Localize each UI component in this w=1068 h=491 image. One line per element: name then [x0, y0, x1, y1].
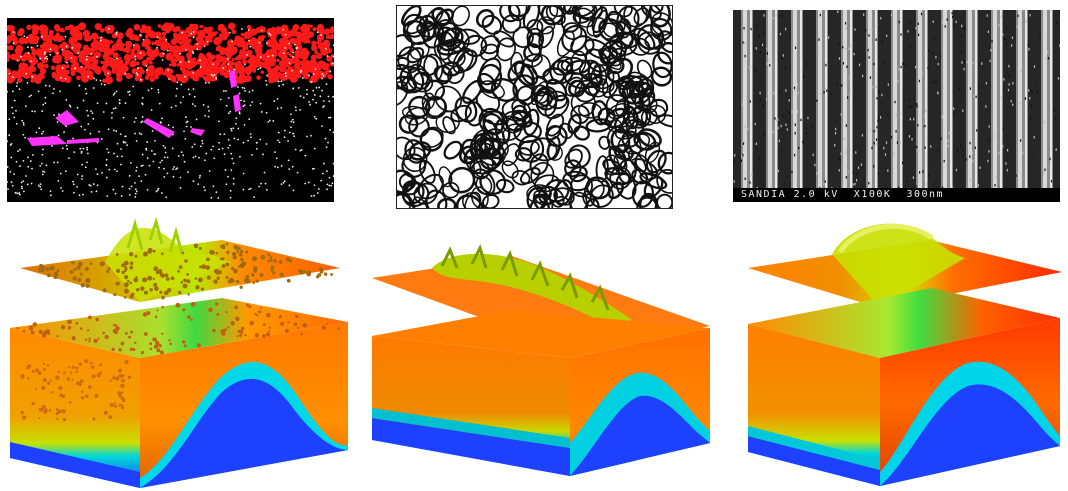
grain-network-icon	[397, 6, 672, 208]
sem-stripes-icon	[733, 10, 1060, 188]
sem-micrograph-image: SANDIA 2.0 kV X100K 300nm	[733, 10, 1060, 202]
atomistic-simulation-image	[7, 18, 334, 202]
grain-structure-image	[396, 5, 673, 209]
sem-caption: SANDIA 2.0 kV X100K 300nm	[733, 188, 1060, 202]
surface-block-rough-icon	[10, 216, 348, 488]
surface-block-smooth-icon	[748, 223, 1062, 486]
surface-block-ridged-icon	[372, 243, 710, 476]
atom-cloud-icon	[7, 22, 334, 199]
